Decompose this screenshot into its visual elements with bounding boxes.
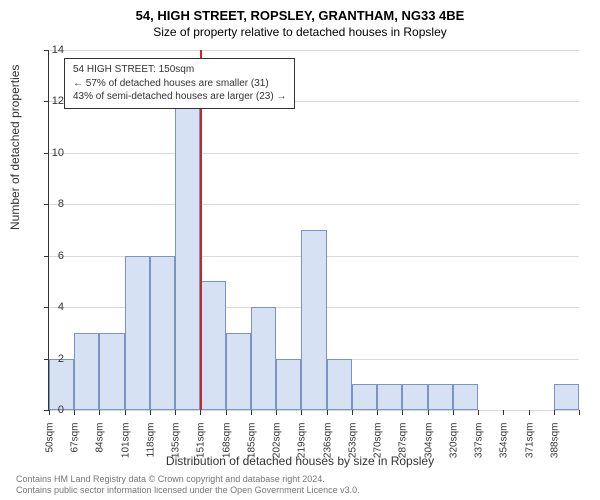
x-tick-label: 202sqm [272, 423, 283, 467]
y-tick-label: 2 [40, 353, 64, 365]
x-tick-label: 287sqm [398, 423, 409, 467]
gridline [49, 153, 579, 154]
chart-title: 54, HIGH STREET, ROPSLEY, GRANTHAM, NG33… [0, 0, 600, 23]
x-tick-mark [453, 410, 454, 415]
histogram-bar [49, 359, 74, 410]
histogram-bar [554, 384, 579, 410]
x-tick-mark [428, 410, 429, 415]
x-tick-mark [301, 410, 302, 415]
gridline [49, 204, 579, 205]
x-tick-label: 354sqm [499, 423, 510, 467]
gridline [49, 410, 579, 411]
x-tick-label: 151sqm [196, 423, 207, 467]
histogram-bar [428, 384, 453, 410]
histogram-bar [226, 333, 251, 410]
histogram-bar [99, 333, 124, 410]
histogram-bar [200, 281, 225, 410]
histogram-bar [276, 359, 301, 410]
x-tick-label: 185sqm [246, 423, 257, 467]
histogram-bar [453, 384, 478, 410]
histogram-bar [251, 307, 276, 410]
histogram-bar [74, 333, 99, 410]
x-tick-label: 135sqm [171, 423, 182, 467]
x-tick-label: 168sqm [221, 423, 232, 467]
gridline [49, 50, 579, 51]
histogram-bar [352, 384, 377, 410]
x-tick-mark [327, 410, 328, 415]
x-tick-mark [579, 410, 580, 415]
histogram-bar [301, 230, 326, 410]
x-tick-label: 50sqm [45, 423, 56, 467]
x-tick-mark [276, 410, 277, 415]
x-tick-mark [251, 410, 252, 415]
x-tick-label: 270sqm [373, 423, 384, 467]
x-tick-label: 101sqm [120, 423, 131, 467]
annotation-line: 43% of semi-detached houses are larger (… [73, 90, 286, 104]
x-tick-mark [503, 410, 504, 415]
x-tick-mark [377, 410, 378, 415]
x-tick-mark [226, 410, 227, 415]
x-tick-label: 118sqm [145, 423, 156, 467]
histogram-bar [125, 256, 150, 410]
footer-line: Contains HM Land Registry data © Crown c… [16, 474, 360, 485]
x-tick-mark [529, 410, 530, 415]
x-tick-label: 304sqm [423, 423, 434, 467]
x-tick-label: 337sqm [474, 423, 485, 467]
y-tick-label: 12 [40, 95, 64, 107]
x-tick-mark [99, 410, 100, 415]
chart-container: 54, HIGH STREET, ROPSLEY, GRANTHAM, NG33… [0, 0, 600, 500]
y-tick-label: 14 [40, 44, 64, 56]
histogram-bar [150, 256, 175, 410]
histogram-bar [327, 359, 352, 410]
x-tick-mark [478, 410, 479, 415]
y-tick-label: 6 [40, 250, 64, 262]
x-tick-mark [74, 410, 75, 415]
x-tick-mark [150, 410, 151, 415]
x-tick-mark [200, 410, 201, 415]
y-axis-label: Number of detached properties [8, 65, 22, 230]
y-tick-label: 4 [40, 301, 64, 313]
x-tick-label: 320sqm [448, 423, 459, 467]
x-tick-mark [175, 410, 176, 415]
footer-attribution: Contains HM Land Registry data © Crown c… [16, 474, 360, 497]
x-tick-label: 388sqm [549, 423, 560, 467]
annotation-line: 54 HIGH STREET: 150sqm [73, 63, 286, 77]
y-tick-label: 8 [40, 198, 64, 210]
x-tick-mark [554, 410, 555, 415]
x-tick-label: 371sqm [524, 423, 535, 467]
y-tick-label: 10 [40, 147, 64, 159]
histogram-bar [175, 101, 200, 410]
y-tick-label: 0 [40, 404, 64, 416]
footer-line: Contains public sector information licen… [16, 485, 360, 496]
x-tick-label: 67sqm [70, 423, 81, 467]
x-tick-label: 219sqm [297, 423, 308, 467]
x-tick-mark [125, 410, 126, 415]
x-tick-label: 236sqm [322, 423, 333, 467]
histogram-bar [402, 384, 427, 410]
x-tick-mark [402, 410, 403, 415]
histogram-bar [377, 384, 402, 410]
x-tick-mark [352, 410, 353, 415]
annotation-box: 54 HIGH STREET: 150sqm ← 57% of detached… [64, 58, 295, 109]
annotation-line: ← 57% of detached houses are smaller (31… [73, 77, 286, 91]
x-tick-label: 84sqm [95, 423, 106, 467]
chart-subtitle: Size of property relative to detached ho… [0, 23, 600, 39]
x-tick-label: 253sqm [347, 423, 358, 467]
